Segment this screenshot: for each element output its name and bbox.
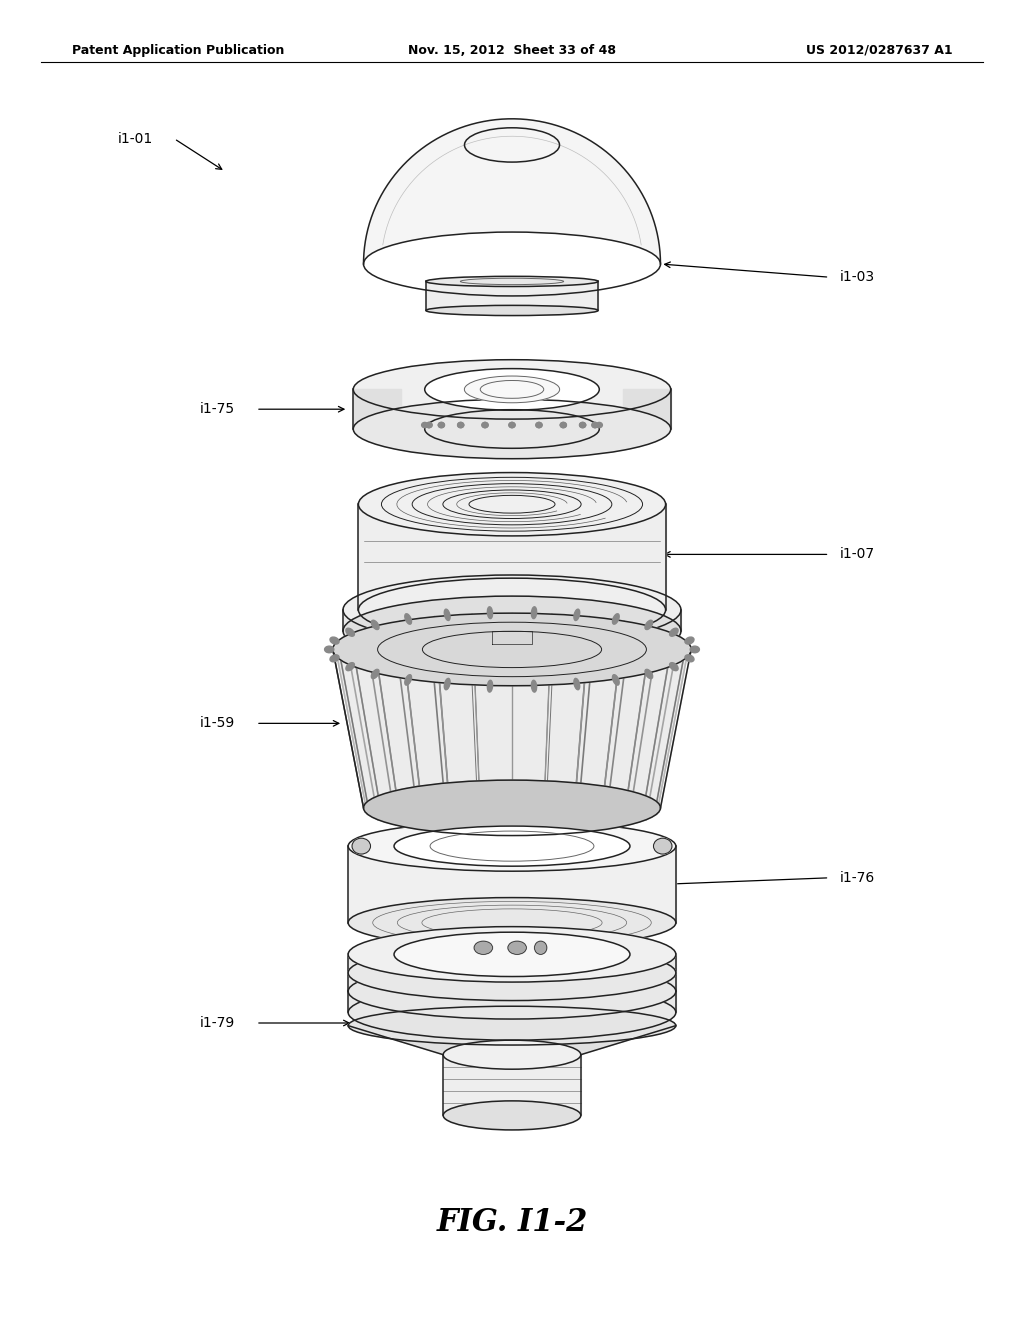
Text: i1-79: i1-79 xyxy=(200,1016,234,1030)
Ellipse shape xyxy=(353,360,671,420)
Ellipse shape xyxy=(426,422,432,428)
Ellipse shape xyxy=(592,422,598,428)
Ellipse shape xyxy=(364,780,660,836)
Ellipse shape xyxy=(487,680,493,692)
Ellipse shape xyxy=(487,607,493,619)
Ellipse shape xyxy=(458,422,464,428)
Ellipse shape xyxy=(531,607,537,619)
Polygon shape xyxy=(364,119,660,264)
Ellipse shape xyxy=(394,932,630,977)
Ellipse shape xyxy=(330,638,339,644)
Ellipse shape xyxy=(592,422,598,428)
Ellipse shape xyxy=(531,680,537,692)
Ellipse shape xyxy=(346,663,354,671)
Ellipse shape xyxy=(425,409,599,449)
Ellipse shape xyxy=(404,614,412,624)
Ellipse shape xyxy=(458,422,464,428)
Ellipse shape xyxy=(535,941,547,954)
Ellipse shape xyxy=(443,1040,581,1069)
Text: i1-76: i1-76 xyxy=(840,871,874,884)
Ellipse shape xyxy=(348,985,676,1040)
Ellipse shape xyxy=(325,645,334,652)
Ellipse shape xyxy=(645,669,652,678)
Ellipse shape xyxy=(612,614,620,624)
Polygon shape xyxy=(348,1026,676,1055)
Ellipse shape xyxy=(444,609,451,620)
Ellipse shape xyxy=(348,927,676,982)
Ellipse shape xyxy=(394,826,630,866)
Ellipse shape xyxy=(358,578,666,642)
Text: i1-75: i1-75 xyxy=(200,403,234,416)
Ellipse shape xyxy=(438,422,444,428)
Ellipse shape xyxy=(343,576,681,644)
Ellipse shape xyxy=(348,945,676,1001)
Text: i1-01: i1-01 xyxy=(118,132,153,145)
Ellipse shape xyxy=(465,376,559,403)
Ellipse shape xyxy=(560,422,566,428)
Ellipse shape xyxy=(348,898,676,948)
Ellipse shape xyxy=(348,821,676,871)
Ellipse shape xyxy=(426,276,598,286)
Ellipse shape xyxy=(580,422,586,428)
Ellipse shape xyxy=(509,422,515,428)
Ellipse shape xyxy=(352,838,371,854)
Ellipse shape xyxy=(573,678,580,690)
Ellipse shape xyxy=(690,645,699,652)
Ellipse shape xyxy=(596,422,602,428)
Ellipse shape xyxy=(348,964,676,1019)
Ellipse shape xyxy=(536,422,542,428)
Polygon shape xyxy=(335,614,689,804)
Ellipse shape xyxy=(330,655,339,661)
Ellipse shape xyxy=(372,620,379,630)
Ellipse shape xyxy=(444,678,451,690)
Ellipse shape xyxy=(670,628,678,636)
Ellipse shape xyxy=(580,422,586,428)
Ellipse shape xyxy=(482,422,488,428)
Ellipse shape xyxy=(443,1101,581,1130)
Ellipse shape xyxy=(353,400,671,459)
Ellipse shape xyxy=(346,628,354,636)
Ellipse shape xyxy=(560,422,566,428)
Ellipse shape xyxy=(474,941,493,954)
Ellipse shape xyxy=(438,422,444,428)
Ellipse shape xyxy=(670,663,678,671)
Text: FIG. I1-2: FIG. I1-2 xyxy=(436,1206,588,1238)
Ellipse shape xyxy=(508,941,526,954)
Ellipse shape xyxy=(482,422,488,428)
Ellipse shape xyxy=(426,422,432,428)
Ellipse shape xyxy=(509,422,515,428)
Text: i1-07: i1-07 xyxy=(840,548,874,561)
Ellipse shape xyxy=(358,473,666,536)
Text: Nov. 15, 2012  Sheet 33 of 48: Nov. 15, 2012 Sheet 33 of 48 xyxy=(408,44,616,57)
Ellipse shape xyxy=(685,655,694,661)
Ellipse shape xyxy=(536,422,542,428)
Text: US 2012/0287637 A1: US 2012/0287637 A1 xyxy=(806,44,952,57)
Ellipse shape xyxy=(372,669,379,678)
Ellipse shape xyxy=(645,620,652,630)
Ellipse shape xyxy=(343,597,681,665)
Ellipse shape xyxy=(685,638,694,644)
Ellipse shape xyxy=(426,305,598,315)
Ellipse shape xyxy=(612,675,620,685)
Text: Patent Application Publication: Patent Application Publication xyxy=(72,44,284,57)
Text: i1-03: i1-03 xyxy=(840,271,874,284)
Polygon shape xyxy=(492,631,532,644)
Ellipse shape xyxy=(422,422,428,428)
Ellipse shape xyxy=(653,838,672,854)
Text: i1-59: i1-59 xyxy=(200,717,234,730)
Ellipse shape xyxy=(333,612,691,685)
Ellipse shape xyxy=(425,368,599,411)
Ellipse shape xyxy=(573,609,580,620)
Ellipse shape xyxy=(348,1006,676,1045)
Ellipse shape xyxy=(404,675,412,685)
